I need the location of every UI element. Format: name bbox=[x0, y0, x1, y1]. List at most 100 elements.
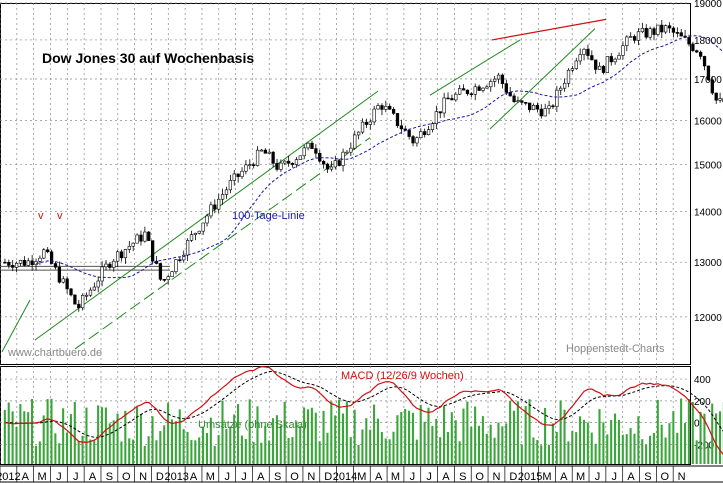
volume-bar bbox=[528, 399, 531, 464]
volume-bar bbox=[462, 408, 465, 464]
volume-bar bbox=[602, 422, 605, 464]
volume-bar bbox=[648, 435, 652, 464]
candle bbox=[477, 86, 481, 91]
volume-bar bbox=[310, 407, 313, 464]
candle bbox=[621, 45, 625, 56]
macd-panel: -2000200400 bbox=[0, 366, 723, 465]
volume-bar bbox=[85, 407, 88, 464]
x-tick-label: O bbox=[290, 471, 299, 483]
volume-bar bbox=[404, 408, 407, 464]
volume-bar bbox=[291, 437, 294, 464]
candle bbox=[528, 102, 532, 111]
x-tick-label: A bbox=[22, 471, 30, 483]
x-tick-label: O bbox=[122, 471, 131, 483]
candle bbox=[660, 24, 664, 33]
trendline bbox=[429, 39, 521, 96]
y-tick-label: 400 bbox=[694, 375, 711, 386]
candle bbox=[259, 149, 264, 152]
candle bbox=[14, 263, 19, 268]
candle bbox=[687, 37, 691, 45]
volume-bar bbox=[656, 399, 659, 464]
x-tick-label: J bbox=[410, 471, 416, 483]
candle bbox=[605, 56, 610, 73]
x-tick-label: J bbox=[595, 471, 601, 483]
volume-bar bbox=[186, 431, 189, 464]
candle bbox=[656, 24, 660, 35]
candle bbox=[652, 28, 656, 35]
volume-bar bbox=[458, 441, 461, 464]
candle bbox=[450, 98, 454, 101]
candle bbox=[143, 231, 147, 242]
candle bbox=[446, 97, 450, 100]
candle bbox=[244, 164, 248, 172]
candle bbox=[671, 27, 676, 33]
candle bbox=[430, 123, 435, 130]
y-tick-label: 14000 bbox=[694, 208, 722, 219]
volume-bar bbox=[614, 413, 617, 464]
volume-bar bbox=[567, 441, 570, 464]
volume-bar bbox=[633, 433, 636, 464]
volume-bar bbox=[547, 444, 551, 464]
candle bbox=[702, 56, 707, 67]
candle bbox=[601, 65, 606, 73]
candle bbox=[182, 254, 186, 261]
y-tick-label: 13000 bbox=[694, 258, 722, 269]
candle bbox=[485, 86, 489, 89]
macd-line bbox=[4, 366, 723, 456]
candle bbox=[473, 86, 477, 95]
candle bbox=[543, 108, 547, 117]
volume-bar bbox=[271, 418, 275, 464]
volume-bar bbox=[104, 407, 107, 464]
candle bbox=[123, 249, 128, 259]
candle bbox=[131, 242, 135, 247]
candle bbox=[353, 134, 357, 149]
volume-bar bbox=[108, 423, 111, 464]
candle bbox=[496, 74, 501, 80]
candle bbox=[399, 125, 404, 130]
volume-bar bbox=[672, 411, 675, 464]
volume-bar bbox=[147, 436, 150, 464]
candle bbox=[597, 65, 602, 70]
volume-bar bbox=[3, 409, 6, 464]
candle bbox=[119, 251, 124, 259]
volume-bar bbox=[637, 416, 640, 464]
volume-bar bbox=[93, 440, 96, 464]
volume-bar bbox=[190, 440, 193, 464]
volume-bar bbox=[695, 440, 698, 464]
candle bbox=[423, 131, 427, 136]
candle bbox=[547, 105, 551, 109]
volume-bar bbox=[15, 426, 18, 464]
volume-bar bbox=[369, 429, 372, 464]
candle bbox=[360, 121, 365, 133]
volume-bar bbox=[65, 432, 69, 464]
candle bbox=[240, 170, 244, 177]
volume-bar bbox=[124, 410, 127, 464]
volume-bar bbox=[575, 432, 578, 464]
volume-bar bbox=[419, 404, 422, 464]
y-tick-label: 18000 bbox=[694, 36, 722, 47]
candle bbox=[512, 95, 516, 103]
volume-bar bbox=[625, 434, 628, 464]
candle bbox=[49, 251, 54, 264]
candle bbox=[675, 32, 679, 34]
candle bbox=[356, 131, 361, 136]
candle bbox=[559, 87, 563, 91]
candle bbox=[578, 54, 582, 62]
annotation-v-marker-1: v bbox=[38, 210, 44, 222]
candle bbox=[368, 121, 372, 125]
moving-average-line bbox=[35, 35, 723, 279]
volume-bar bbox=[54, 433, 57, 464]
volume-bar bbox=[353, 409, 356, 464]
candle bbox=[189, 234, 194, 241]
volume-bar bbox=[691, 402, 694, 464]
x-tick-label: 2014 bbox=[333, 471, 357, 483]
candle bbox=[147, 231, 151, 241]
x-tick-label: S bbox=[459, 471, 466, 483]
volume-bar bbox=[427, 407, 430, 464]
candle bbox=[46, 249, 50, 253]
volume-bar bbox=[563, 409, 566, 464]
candle bbox=[77, 303, 81, 309]
volume-bar bbox=[338, 399, 341, 464]
trendline bbox=[489, 28, 596, 130]
